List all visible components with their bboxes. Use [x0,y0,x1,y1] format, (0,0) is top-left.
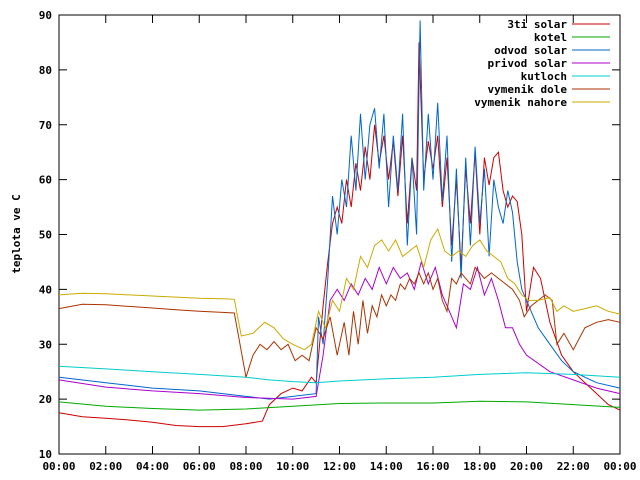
y-tick-label: 60 [39,174,52,187]
x-tick-label: 08:00 [229,460,262,473]
series-line-vymenik-nahore [58,227,621,351]
legend-label: odvod solar [494,44,567,57]
y-tick-label: 80 [39,64,52,77]
legend-label: 3ti solar [507,18,567,31]
x-tick-label: 00:00 [603,460,636,473]
x-tick-label: 02:00 [89,460,122,473]
series-line-odvod-solar [58,20,621,400]
y-tick-label: 50 [39,229,52,242]
y-tick-label: 30 [39,338,52,351]
x-tick-label: 10:00 [276,460,309,473]
x-tick-label: 06:00 [183,460,216,473]
y-axis-label: teplota ve C [10,194,23,273]
x-tick-label: 18:00 [463,460,496,473]
y-tick-label: 20 [39,393,52,406]
legend-label: privod solar [488,57,568,70]
series-line-privod-solar [58,260,621,400]
x-tick-label: 12:00 [323,460,356,473]
series-line-3ti-solar [58,42,621,428]
y-axis: 10 20 30 40 50 60 70 80 90 [39,9,620,461]
series-line-kotel [58,400,621,411]
legend-label: vymenik nahore [474,96,567,109]
x-tick-label: 22:00 [557,460,590,473]
legend-label: kotel [534,31,567,44]
x-tick-label: 16:00 [416,460,449,473]
y-tick-label: 70 [39,119,52,132]
x-tick-label: 14:00 [370,460,403,473]
y-tick-label: 10 [39,448,52,461]
x-axis: 00:00 02:00 04:00 06:00 08:00 10:00 12:00 14:00… [42,15,637,473]
x-tick-label: 00:00 [42,460,75,473]
legend-label: kutloch [521,70,567,83]
series-line-vymenik-dole [58,266,621,378]
y-tick-label: 40 [39,283,52,296]
legend-label: vymenik dole [488,83,568,96]
series-lines [58,20,621,428]
x-tick-label: 20:00 [510,460,543,473]
x-tick-label: 04:00 [136,460,169,473]
y-tick-label: 90 [39,9,52,22]
series-line-kutloch [58,365,621,384]
